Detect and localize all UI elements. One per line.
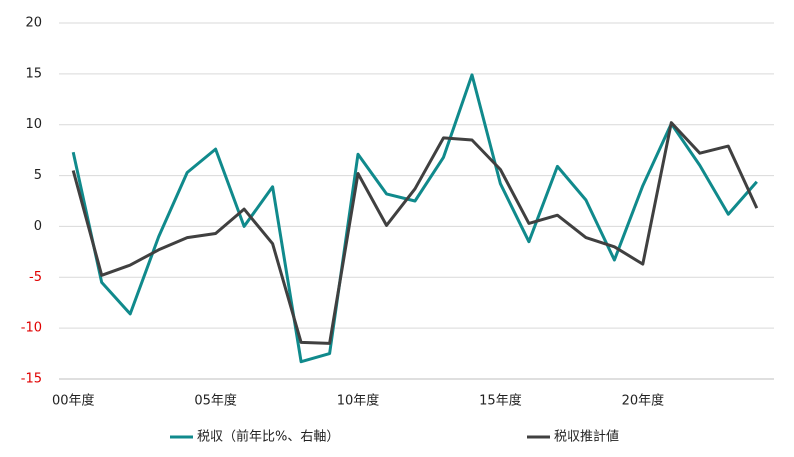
legend-label: 税収推計値	[554, 429, 619, 445]
y-tick-label: 20	[25, 16, 42, 31]
series-line	[71, 121, 759, 345]
y-tick-label: 15	[25, 66, 42, 81]
series-line	[71, 73, 758, 364]
y-tick-label: -10	[21, 321, 42, 336]
y-tick-label: 5	[34, 168, 42, 183]
y-tick-label: -5	[29, 270, 42, 285]
y-tick-label: 10	[25, 117, 42, 132]
legend-label: 税収（前年比%、右軸）	[197, 429, 339, 445]
x-tick-label: 05年度	[194, 393, 237, 409]
y-tick-label: -15	[21, 372, 42, 387]
x-tick-label: 00年度	[52, 393, 95, 409]
x-tick-label: 10年度	[337, 393, 380, 409]
x-tick-label: 20年度	[622, 393, 665, 409]
y-tick-label: 0	[34, 219, 42, 234]
x-tick-label: 15年度	[479, 393, 522, 409]
